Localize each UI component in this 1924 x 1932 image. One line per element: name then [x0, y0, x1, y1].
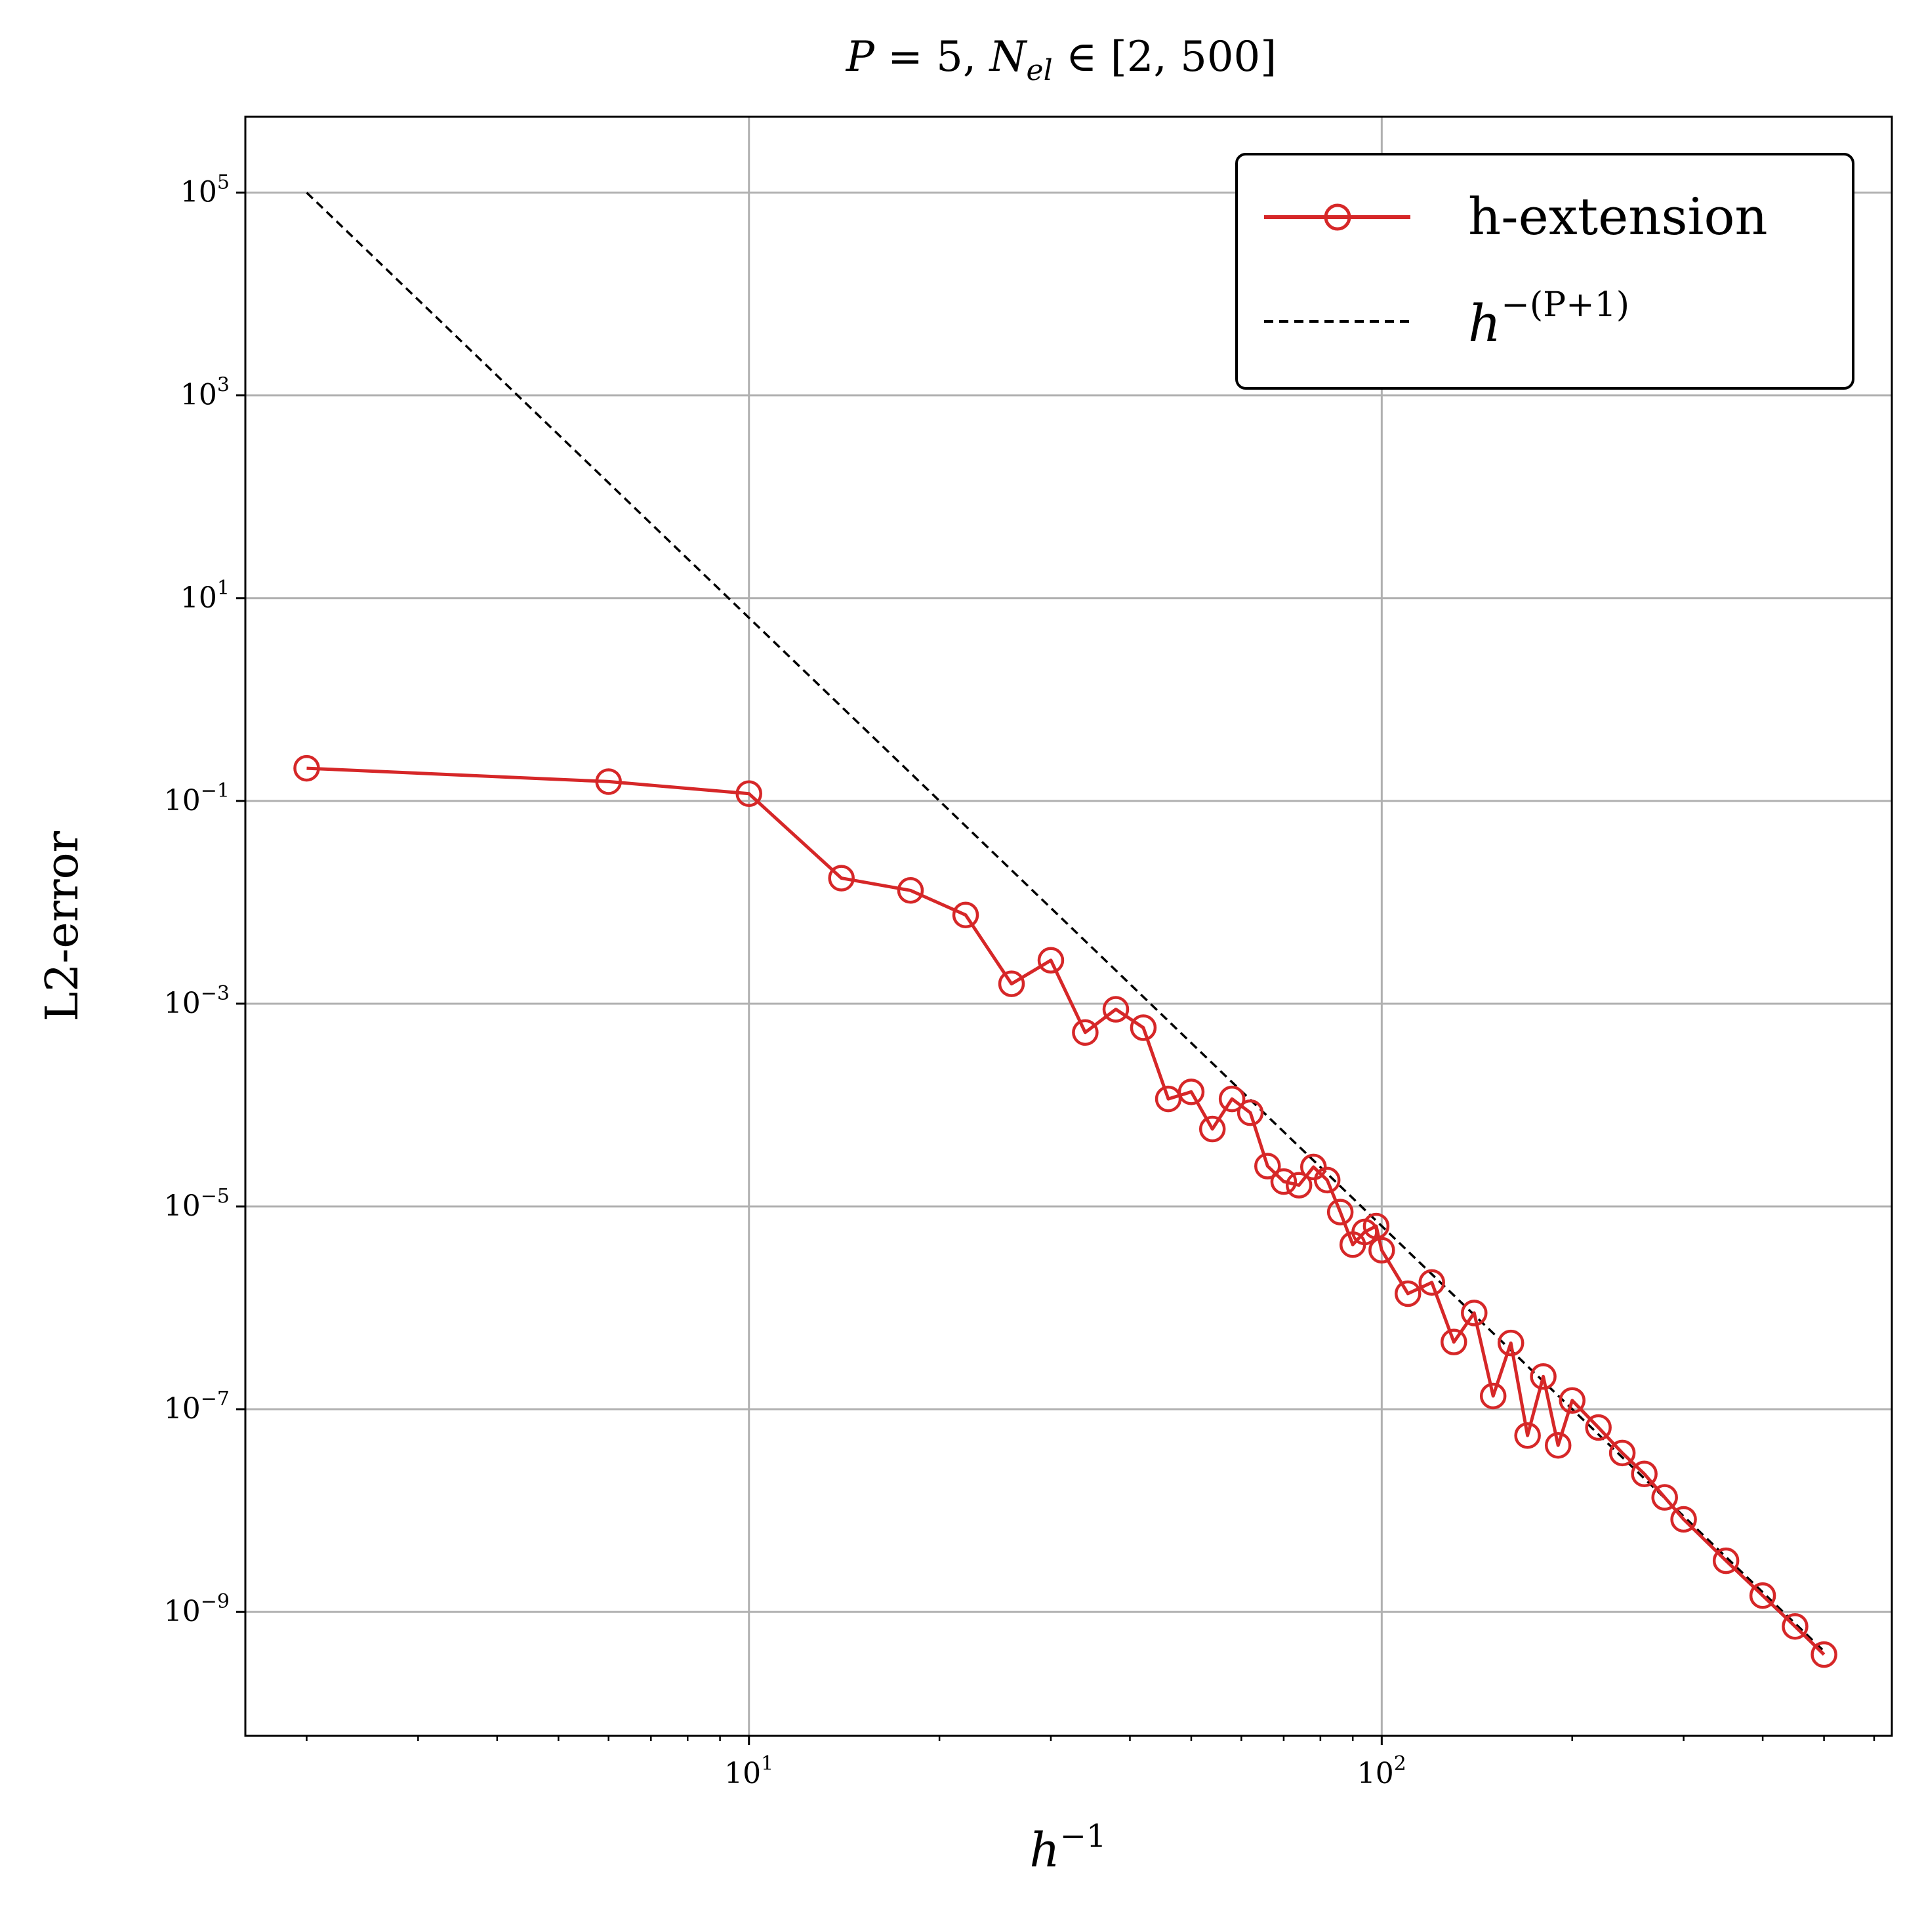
legend-label-reference: h−(P+1) [1468, 285, 1629, 354]
data-point [998, 970, 1025, 997]
y-tick-label: 10−1 [164, 779, 230, 817]
data-point [1177, 1079, 1205, 1105]
x-tick-label-base: 10 [1357, 1757, 1394, 1790]
y-tick-label-exp: 1 [217, 577, 230, 600]
data-point [1670, 1506, 1697, 1533]
legend-ref-exp: −(P+1) [1501, 285, 1629, 325]
data-point [1497, 1329, 1525, 1357]
data-point [1072, 1019, 1099, 1046]
y-tick-label: 101 [180, 577, 230, 615]
y-tick-label: 10−9 [164, 1590, 230, 1628]
x-axis-label: h−1 [1029, 1818, 1106, 1878]
y-tick-label-exp: −5 [201, 1185, 230, 1208]
y-tick-label-exp: −1 [201, 779, 230, 802]
y-tick-label-base: 10 [164, 987, 201, 1020]
data-point [1608, 1439, 1636, 1467]
title-eq: = 5, [874, 33, 990, 81]
data-point [1102, 996, 1130, 1023]
y-tick-label-base: 10 [164, 1392, 201, 1426]
y-tick-label-base: 10 [180, 176, 217, 209]
y-tick-label-exp: −3 [201, 982, 230, 1005]
y-tick-label: 10−7 [164, 1387, 230, 1426]
y-tick-label: 103 [180, 374, 230, 412]
data-point [952, 901, 979, 928]
legend: h-extension h−(P+1) [1235, 153, 1854, 390]
data-point [1237, 1099, 1264, 1126]
data-point [1130, 1014, 1157, 1041]
legend-label-h-extension: h-extension [1468, 188, 1768, 247]
series-line-h-extension [306, 766, 1826, 1656]
data-point [1285, 1172, 1313, 1199]
x-axis-ticks: 101 102 [724, 1736, 1406, 1790]
data-point [1270, 1168, 1298, 1195]
y-tick-label-base: 10 [180, 581, 217, 615]
data-point [1461, 1300, 1488, 1326]
y-tick-label: 10−5 [164, 1185, 230, 1223]
data-point [1326, 1199, 1354, 1225]
y-tick-label-base: 10 [164, 1189, 201, 1223]
data-point [1418, 1269, 1445, 1296]
y-tick-label: 105 [180, 171, 230, 209]
y-tick-label-base: 10 [164, 784, 201, 817]
plot-series [293, 192, 1837, 1668]
data-point [1514, 1422, 1541, 1449]
y-tick-label-exp: −7 [201, 1387, 230, 1410]
legend-box [1235, 153, 1854, 390]
reference-line [306, 192, 1825, 1653]
data-point [1782, 1613, 1809, 1640]
axes-frame [244, 115, 1893, 1737]
y-axis-label: L2-error [37, 831, 89, 1021]
data-point [1585, 1414, 1612, 1441]
y-tick-label-exp: 3 [217, 374, 230, 397]
y-tick-label-base: 10 [180, 379, 217, 412]
data-point [828, 865, 855, 892]
x-tick-label: 101 [724, 1752, 773, 1790]
x-tick-label-exp: 1 [761, 1752, 773, 1775]
data-point [1749, 1582, 1776, 1609]
chart-title: P = 5, Nel ∈ [2, 500] [846, 33, 1277, 87]
data-point [1254, 1153, 1281, 1180]
data-point [1712, 1547, 1740, 1574]
data-point [595, 768, 622, 795]
data-point [1362, 1212, 1390, 1240]
data-point [1368, 1237, 1395, 1264]
title-n: N [989, 33, 1028, 81]
data-point [1198, 1115, 1226, 1143]
data-point [1651, 1484, 1678, 1511]
legend-marker-h-extension [1324, 203, 1351, 231]
data-point [1395, 1280, 1422, 1307]
title-sub: el [1027, 54, 1053, 87]
xlabel-base: h [1029, 1822, 1059, 1878]
y-tick-label-base: 10 [164, 1595, 201, 1628]
data-point [1811, 1641, 1837, 1668]
data-point [735, 780, 762, 808]
data-point [897, 877, 924, 904]
data-point [1313, 1166, 1341, 1194]
data-point [1441, 1328, 1467, 1355]
y-tick-label-exp: −9 [201, 1590, 230, 1613]
x-tick-label-base: 10 [724, 1757, 761, 1790]
data-point [1559, 1387, 1586, 1414]
data-point [1037, 947, 1065, 974]
y-tick-label-exp: 5 [217, 171, 230, 194]
data-point [1530, 1363, 1557, 1390]
y-tick-label: 10−3 [164, 982, 230, 1020]
data-point [1544, 1431, 1572, 1459]
title-rest: ∈ [2, 500] [1053, 33, 1277, 81]
x-tick-label-exp: 2 [1394, 1752, 1406, 1775]
x-tick-label: 102 [1357, 1752, 1406, 1790]
data-point [1218, 1085, 1246, 1113]
title-p: P [846, 33, 875, 81]
data-point [1479, 1382, 1507, 1410]
data-point [1631, 1460, 1658, 1487]
xlabel-exp: −1 [1060, 1818, 1107, 1855]
legend-ref-base: h [1468, 295, 1501, 354]
data-point [293, 754, 320, 782]
